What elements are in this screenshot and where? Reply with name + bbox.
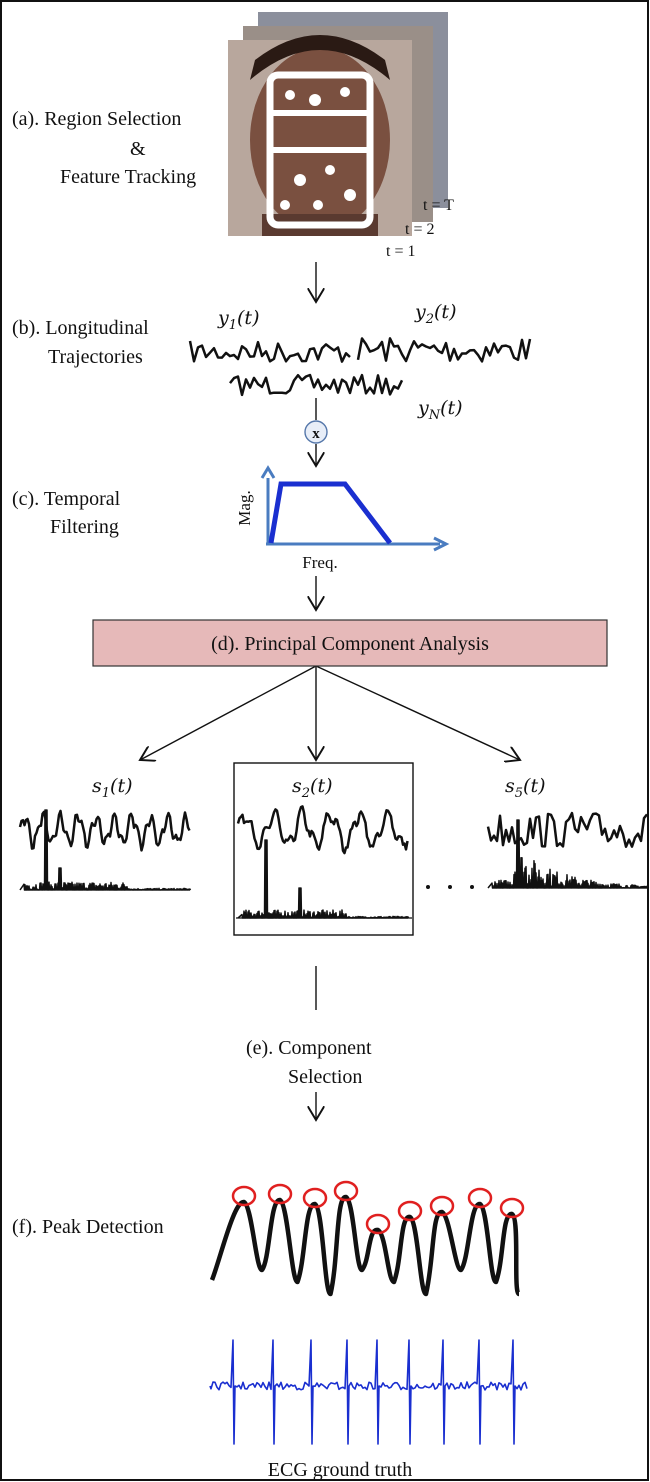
spectrum — [19, 809, 192, 891]
signal-label: y2(t) — [414, 301, 456, 327]
argument: (t) — [523, 775, 545, 797]
subscript: 2 — [425, 312, 434, 327]
label: ECG ground truth — [268, 1459, 412, 1481]
arrows — [140, 262, 520, 1120]
ecg-signal — [209, 1339, 528, 1445]
peak-marker — [397, 1200, 423, 1222]
frame-label: t = T — [423, 197, 454, 214]
face-frames — [228, 12, 448, 236]
peak-marker — [467, 1187, 493, 1209]
component-label: s5(t) — [505, 775, 546, 801]
label: (e). Component — [246, 1037, 372, 1059]
argument: (t) — [440, 397, 462, 419]
label: & — [130, 138, 146, 160]
spectrum — [487, 819, 650, 889]
operator-circle — [304, 420, 328, 444]
peak-marker — [267, 1183, 293, 1205]
label: Selection — [288, 1066, 362, 1088]
subscript: 5 — [515, 786, 523, 801]
waveform — [229, 373, 404, 397]
operator: x — [312, 426, 320, 442]
argument: (t) — [237, 307, 259, 329]
spectrum — [237, 839, 410, 919]
peak-marker — [302, 1187, 328, 1209]
selected-box — [233, 762, 414, 936]
pca-box — [92, 619, 608, 667]
frame-label: t = 2 — [405, 221, 434, 238]
subscript: 1 — [229, 318, 237, 333]
peak-marker — [499, 1197, 525, 1219]
waveform — [188, 340, 351, 363]
peak-marker — [365, 1213, 391, 1235]
waveform — [356, 337, 532, 363]
component-label: s1(t) — [92, 775, 133, 801]
peak-marker — [333, 1180, 359, 1202]
subscript: N — [428, 408, 441, 423]
peak-marker — [429, 1195, 455, 1217]
filter-plot — [260, 465, 450, 552]
label: Trajectories — [48, 346, 143, 368]
axis-label: Freq. — [302, 553, 337, 572]
peak-marker — [231, 1185, 257, 1207]
ellipsis — [426, 885, 474, 889]
ppg-signal — [209, 1194, 522, 1297]
signal-label: yN(t) — [417, 397, 463, 423]
waveform — [236, 805, 409, 855]
waveform — [18, 809, 191, 852]
axis-label: Mag. — [235, 490, 254, 525]
argument: (t) — [110, 775, 132, 797]
component-label: s2(t) — [292, 775, 333, 801]
label: (f). Peak Detection — [12, 1216, 164, 1238]
label: Feature Tracking — [60, 166, 196, 188]
subscript: 1 — [102, 786, 110, 801]
label: (a). Region Selection — [12, 108, 181, 130]
label: Filtering — [50, 516, 119, 538]
signal-label: y1(t) — [217, 307, 259, 333]
label: (c). Temporal — [12, 488, 121, 510]
frame-label: t = 1 — [386, 243, 415, 260]
subscript: 2 — [301, 786, 310, 801]
waveform — [486, 811, 648, 848]
argument: (t) — [310, 775, 332, 797]
label: (b). Longitudinal — [12, 317, 149, 339]
pca-label: (d). Principal Component Analysis — [211, 633, 489, 655]
argument: (t) — [434, 301, 456, 323]
